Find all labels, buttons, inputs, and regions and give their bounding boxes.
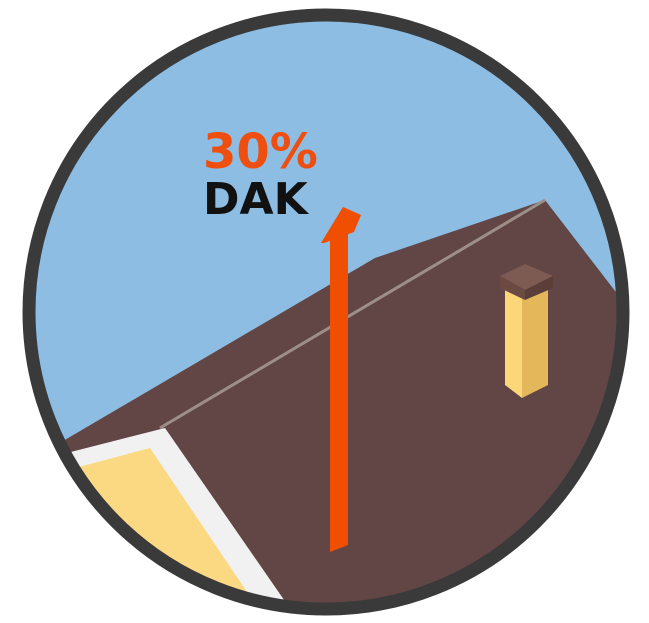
chimney-side xyxy=(522,285,548,398)
roof-ridge-line xyxy=(159,198,546,430)
circle-frame xyxy=(22,8,630,616)
caption-label: DAK xyxy=(203,174,310,225)
chimney-cap-side xyxy=(500,276,525,300)
chimney-cap-top xyxy=(500,264,553,290)
arrow-shaft xyxy=(330,232,348,552)
percentage-label: 30% xyxy=(203,124,318,180)
up-arrow-icon xyxy=(321,207,361,552)
chimney-front xyxy=(505,288,522,398)
arrow-head xyxy=(321,207,361,243)
chimney-cap-side-right xyxy=(525,276,553,300)
chimney-icon xyxy=(500,264,553,398)
